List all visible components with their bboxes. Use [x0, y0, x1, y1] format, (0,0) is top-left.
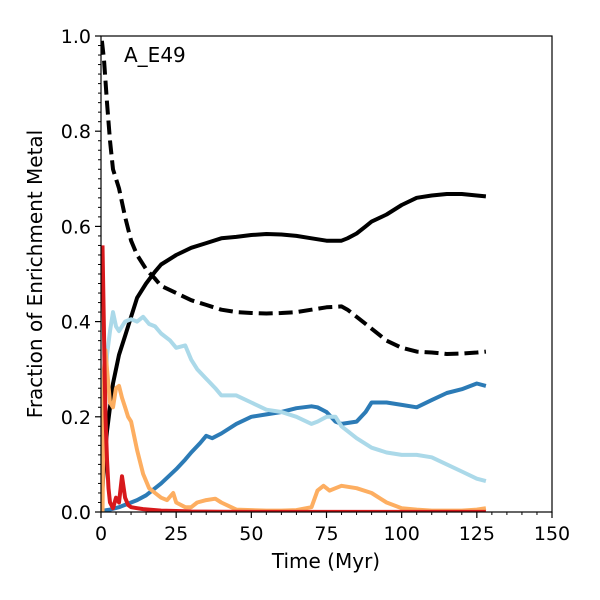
y-tick-label: 0.2	[61, 407, 91, 429]
series-line-black-dashed	[101, 40, 487, 356]
x-tick-label: 0	[95, 523, 107, 545]
x-tick-label: 150	[534, 523, 570, 545]
series-group	[101, 40, 487, 512]
x-tick-label: 50	[239, 523, 263, 545]
ticks-group: 0 25 50 75 100 125 150 0.0 0.2 0.4 0.6 0.8 1.0	[61, 26, 570, 545]
series-line-red	[101, 245, 486, 512]
y-tick-label: 0.4	[61, 312, 91, 334]
x-tick-label: 25	[164, 523, 188, 545]
x-tick-label: 75	[314, 523, 338, 545]
plot-frame	[100, 35, 553, 513]
series-line-black-solid	[101, 192, 487, 512]
panel-label: A_E49	[124, 43, 186, 67]
x-tick-label: 125	[459, 523, 495, 545]
y-axis-title: Fraction of Enrichment Metal	[23, 130, 47, 418]
x-axis-title: Time (Myr)	[271, 549, 380, 573]
y-tick-label: 0.6	[61, 216, 91, 238]
x-tick-label: 100	[384, 523, 420, 545]
y-tick-label: 1.0	[61, 26, 91, 48]
y-tick-label: 0.8	[61, 121, 91, 143]
y-tick-label: 0.0	[61, 502, 91, 524]
series-line-light-blue	[101, 310, 487, 512]
series-line-orange	[101, 348, 487, 512]
series-line-dark-blue	[101, 381, 487, 512]
